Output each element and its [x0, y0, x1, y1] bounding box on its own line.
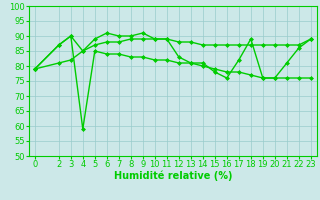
X-axis label: Humidité relative (%): Humidité relative (%) [114, 171, 232, 181]
